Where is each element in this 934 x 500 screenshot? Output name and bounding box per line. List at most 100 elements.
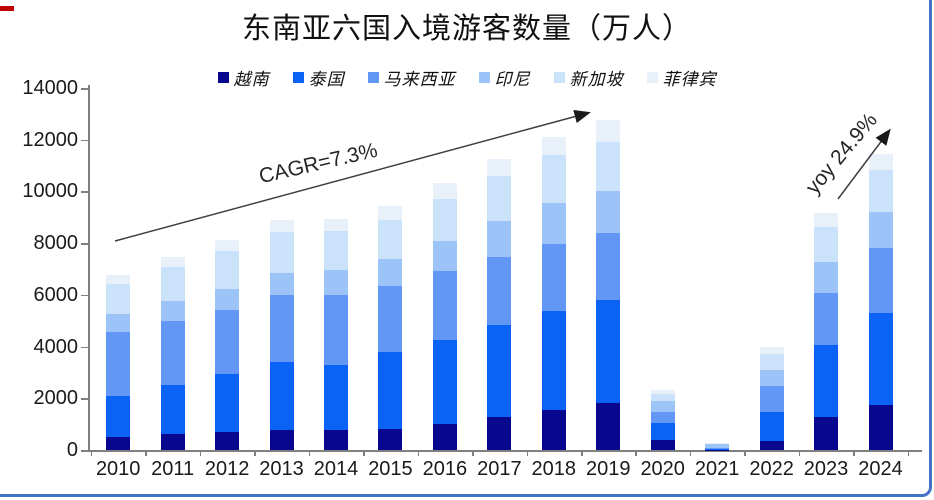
bar-segment-2023-indonesia <box>814 262 839 293</box>
bar-segment-2019-vietnam <box>596 403 621 450</box>
bar-segment-2013-thailand <box>269 361 294 431</box>
bar-segment-2024-singapore <box>868 169 893 213</box>
annotation-cagr: CAGR=7.3% <box>256 138 380 189</box>
bar-segment-2018-philippines <box>541 136 566 156</box>
bar-segment-2018-indonesia <box>541 203 566 245</box>
bar-segment-2022-thailand <box>759 411 784 441</box>
x-axis-tick <box>853 450 855 456</box>
x-axis-tick <box>472 450 474 456</box>
x-axis-tick <box>308 450 311 456</box>
bar-segment-2016-malaysia <box>432 270 457 340</box>
y-axis-label: 14000 <box>22 77 78 99</box>
bar-segment-2022-philippines <box>759 347 784 355</box>
bar-segment-2011-thailand <box>160 384 185 435</box>
x-axis-tick <box>90 450 93 456</box>
bar-segment-2021-vietnam <box>705 449 730 451</box>
y-axis-tick <box>81 139 88 142</box>
bar-segment-2020-malaysia <box>650 411 675 423</box>
x-axis-tick <box>744 450 746 456</box>
bar-segment-2023-philippines <box>814 213 839 228</box>
legend-item-singapore: 新加坡 <box>553 65 624 90</box>
y-axis-tick <box>81 243 88 245</box>
y-axis-label: 6000 <box>33 283 79 306</box>
x-axis-label-2012: 2012 <box>204 458 250 480</box>
x-axis-tick <box>581 450 583 456</box>
bar-segment-2024-malaysia <box>868 248 893 313</box>
bar-segment-2021-malaysia <box>705 448 730 449</box>
x-axis-label-2013: 2013 <box>259 458 304 480</box>
bar-segment-2012-philippines <box>215 240 240 252</box>
bar-segment-2013-malaysia <box>269 295 294 362</box>
legend-swatch-malaysia <box>367 71 379 83</box>
bar-segment-2017-malaysia <box>487 257 512 325</box>
legend-item-philippines: 菲律宾 <box>646 65 717 90</box>
bar-segment-2016-singapore <box>432 198 457 241</box>
bar-segment-2011-indonesia <box>160 301 185 321</box>
chart-title: 东南亚六国入境游客数量（万人） <box>241 11 692 45</box>
legend-item-thailand: 泰国 <box>292 65 345 90</box>
bar-segment-2012-vietnam <box>215 432 240 450</box>
bar-segment-2020-singapore <box>650 393 675 402</box>
bar-segment-2018-thailand <box>541 310 566 410</box>
legend-label-thailand: 泰国 <box>308 69 345 90</box>
legend-label-vietnam: 越南 <box>233 69 270 90</box>
bar-segment-2014-indonesia <box>324 270 348 295</box>
bar-segment-2019-malaysia <box>596 232 621 301</box>
x-axis-tick <box>363 450 365 456</box>
y-axis-tick <box>81 191 88 193</box>
y-axis-tick <box>81 294 88 297</box>
bar-segment-2015-vietnam <box>378 429 403 450</box>
bar-segment-2014-vietnam <box>324 429 348 450</box>
bar-segment-2012-malaysia <box>215 309 240 375</box>
bar-segment-2018-singapore <box>541 155 566 204</box>
bar-segment-2011-philippines <box>160 256 185 267</box>
bar-segment-2024-thailand <box>868 312 893 405</box>
bar-segment-2018-malaysia <box>541 244 566 311</box>
y-axis-tick <box>81 398 88 400</box>
bar-segment-2021-thailand <box>705 448 730 450</box>
x-axis-tick <box>798 450 801 456</box>
bar-segment-2021-indonesia <box>705 444 730 449</box>
x-axis-label-2021: 2021 <box>694 458 740 480</box>
x-axis-label-2020: 2020 <box>640 458 685 480</box>
bar-segment-2012-indonesia <box>215 288 240 310</box>
y-axis-label: 2000 <box>33 387 79 410</box>
bar-segment-2010-indonesia <box>106 314 131 333</box>
bar-segment-2017-vietnam <box>487 416 512 450</box>
legend: 越南 泰国 马来西亚 印尼 新加坡 菲律宾 <box>0 65 934 90</box>
bar-segment-2012-thailand <box>215 374 240 433</box>
bar-segment-2016-thailand <box>432 340 457 425</box>
y-axis-tick <box>81 88 88 90</box>
legend-label-indonesia: 印尼 <box>494 69 531 90</box>
bar-segment-2024-vietnam <box>868 404 893 450</box>
bar-segment-2023-singapore <box>814 227 839 263</box>
bar-segment-2016-philippines <box>432 183 457 199</box>
bar-segment-2013-singapore <box>269 232 294 273</box>
y-axis-label: 10000 <box>22 180 78 203</box>
bar-segment-2018-vietnam <box>541 409 566 450</box>
bar-segment-2020-philippines <box>650 390 675 394</box>
bar-segment-2017-philippines <box>487 159 512 177</box>
bar-segment-2014-philippines <box>324 218 348 232</box>
y-axis-label: 4000 <box>33 335 79 358</box>
bar-segment-2019-singapore <box>596 141 621 192</box>
x-axis-label-2017: 2017 <box>477 458 522 480</box>
bar-segment-2021-philippines <box>705 442 730 444</box>
bar-segment-2010-singapore <box>106 283 131 315</box>
bar-segment-2023-thailand <box>814 344 839 418</box>
bar-segment-2024-philippines <box>868 154 893 170</box>
x-axis-tick <box>199 450 202 456</box>
legend-swatch-philippines <box>646 71 658 83</box>
bar-segment-2022-malaysia <box>759 385 784 412</box>
x-axis-label-2024: 2024 <box>858 458 903 480</box>
x-axis-label-2014: 2014 <box>313 458 359 480</box>
legend-item-indonesia: 印尼 <box>478 65 531 90</box>
x-axis-tick <box>526 450 529 456</box>
x-axis-tick <box>635 450 637 456</box>
legend-item-malaysia: 马来西亚 <box>367 65 456 90</box>
y-axis-line <box>88 85 90 451</box>
legend-swatch-singapore <box>553 71 565 83</box>
x-axis-label-2018: 2018 <box>531 458 577 480</box>
x-axis-tick <box>907 450 910 456</box>
